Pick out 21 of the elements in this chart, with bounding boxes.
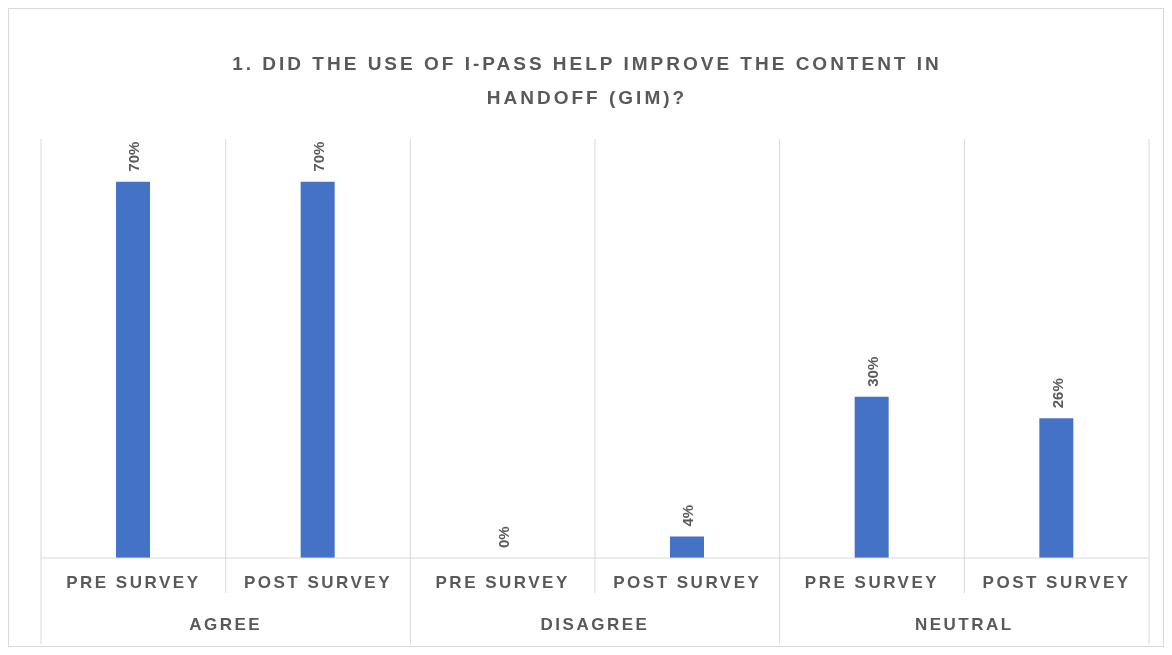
text: AGREE: [189, 615, 263, 634]
bar: [300, 181, 335, 558]
bar: [670, 536, 704, 558]
x-tick-label: POST SURVEY: [613, 573, 762, 592]
chart-title: 1. DID THE USE OF I-PASS HELP IMPROVE THE CONTENT IN HANDOFF (GIM)?: [231, 52, 943, 110]
data-label: 0%: [494, 526, 512, 548]
data-label: 30%: [864, 356, 881, 387]
x-tick-label: POST SURVEY: [982, 573, 1131, 592]
bar: [116, 181, 150, 558]
x-tick-label: POST SURVEY: [243, 573, 393, 592]
text: NEUTRAL: [914, 615, 1014, 634]
data-label: 4%: [679, 504, 697, 527]
data-label: 26%: [1048, 378, 1066, 409]
data-label: 70%: [310, 141, 327, 172]
x-tick-label: PRE SURVEY: [435, 573, 570, 592]
bar: [854, 396, 889, 558]
bar: [1039, 418, 1074, 558]
x-tick-label: PRE SURVEY: [804, 573, 940, 592]
data-label: 70%: [125, 141, 143, 172]
x-tick-label: PRE SURVEY: [66, 573, 201, 592]
text: DISAGREE: [540, 615, 650, 634]
